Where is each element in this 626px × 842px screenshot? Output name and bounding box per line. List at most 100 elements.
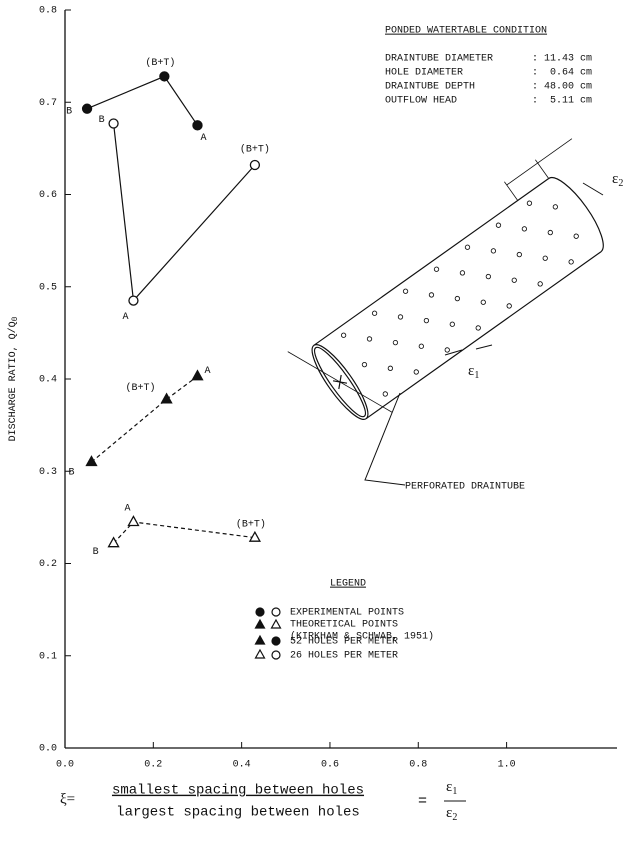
- point: [248, 530, 261, 542]
- y-tick-label: 0.8: [39, 6, 57, 17]
- condition-value: : 5.11 cm: [532, 96, 592, 107]
- hole: [464, 244, 471, 250]
- hole: [537, 281, 543, 287]
- point: [249, 159, 261, 171]
- formula-eps1: ε1: [446, 779, 457, 797]
- point: [85, 455, 98, 467]
- formula-denominator: largest spacing between holes: [116, 805, 360, 821]
- hole: [397, 314, 404, 320]
- series-line: [112, 123, 256, 302]
- legend-item: EXPERIMENTAL POINTS: [290, 608, 404, 619]
- hole: [516, 251, 522, 258]
- y-axis-label: DISCHARGE RATIO, Q/Q0: [7, 316, 20, 441]
- conditions: DRAINTUBE DIAMETER: 11.43 cm HOLE DIAMETE…: [385, 54, 592, 107]
- hole: [418, 343, 424, 349]
- point-label: (B+T): [126, 382, 156, 394]
- point-label: B: [99, 115, 105, 126]
- formula-eq: =: [418, 793, 427, 810]
- hole: [511, 277, 517, 283]
- eps1-sub: 1: [474, 370, 479, 381]
- hole: [521, 226, 528, 232]
- y-label-sub: 0: [11, 316, 20, 321]
- point-label: A: [204, 366, 210, 377]
- eps2: ε2: [612, 171, 623, 189]
- hole: [485, 273, 492, 280]
- y-label-main: DISCHARGE RATIO, Q/Q: [7, 321, 19, 441]
- hole: [542, 255, 548, 261]
- y-tick-label: 0.7: [39, 98, 57, 109]
- legend-item: (KIRKHAM & SCHWAB, 1951): [290, 631, 434, 643]
- hole: [433, 266, 440, 272]
- eps2-arrow: [582, 182, 604, 196]
- hole: [490, 248, 497, 254]
- point: [160, 392, 173, 404]
- hole: [495, 222, 502, 228]
- y-tick-label: 0.3: [39, 467, 57, 478]
- x-tick-label: 0.2: [144, 760, 162, 771]
- x-tick-label: 1.0: [498, 760, 516, 771]
- eps1: ε1: [468, 363, 479, 381]
- drain-tube: [287, 138, 604, 420]
- hole: [387, 365, 394, 371]
- condition-value: : 0.64 cm: [532, 68, 592, 79]
- eps2-sub: 2: [618, 178, 623, 189]
- hole: [573, 233, 579, 239]
- condition-label: OUTFLOW HEAD: [385, 96, 457, 107]
- hole: [371, 310, 378, 316]
- point-label: (B+T): [145, 57, 175, 69]
- point: [191, 369, 204, 381]
- tube-pointer: [364, 392, 406, 486]
- y-tick-label: 0.4: [39, 375, 57, 386]
- eps1-sym: ε: [468, 363, 474, 379]
- legend-title: LEGEND: [330, 579, 366, 590]
- hole: [480, 299, 486, 305]
- hole: [392, 339, 399, 346]
- x-tick-label: 0.4: [233, 760, 251, 771]
- legend-item: 52 HOLES PER METER: [290, 637, 398, 648]
- hole: [506, 303, 512, 309]
- hole: [428, 292, 435, 298]
- legend-item: THEORETICAL POINTS: [290, 620, 398, 631]
- f-eps2: ε: [446, 805, 452, 821]
- eps1-arrow-a: [444, 349, 463, 356]
- hole: [366, 336, 373, 342]
- condition-value: : 11.43 cm: [532, 54, 592, 65]
- condition-label: DRAINTUBE DEPTH: [385, 82, 475, 93]
- hole: [361, 361, 368, 368]
- point-label: A: [124, 504, 130, 515]
- tube-label: PERFORATED DRAINTUBE: [405, 482, 525, 493]
- condition-label: HOLE DIAMETER: [385, 68, 463, 79]
- legend-item: 26 HOLES PER METER: [290, 651, 398, 662]
- point: [159, 71, 170, 82]
- point: [127, 515, 140, 527]
- condition-value: : 48.00 cm: [532, 82, 592, 93]
- formula-lhs: ξ=: [60, 791, 75, 807]
- point-label: B: [66, 106, 72, 117]
- hole: [402, 288, 409, 294]
- hole: [340, 332, 347, 338]
- conditions-title: PONDED WATERTABLE CONDITION: [385, 26, 547, 37]
- hole: [449, 321, 455, 327]
- y-tick-label: 0.2: [39, 559, 57, 570]
- hole: [552, 204, 559, 210]
- x-tick-label: 0.6: [321, 760, 339, 771]
- hole: [459, 270, 466, 276]
- hole: [454, 295, 461, 302]
- point-label: A: [122, 312, 128, 323]
- point-label: B: [68, 468, 74, 479]
- y-tick-label: 0.6: [39, 190, 57, 201]
- f-eps1: ε: [446, 779, 452, 795]
- point: [81, 103, 93, 114]
- formula-eps2: ε2: [446, 805, 457, 823]
- point-label: A: [200, 133, 206, 144]
- hole: [423, 317, 430, 324]
- hole: [382, 391, 388, 397]
- y-tick-label: 0.5: [39, 282, 57, 293]
- y-tick-label: 0.0: [39, 744, 57, 755]
- formula-numerator: smallest spacing between holes: [112, 783, 364, 799]
- point-label: B: [93, 547, 99, 558]
- point: [108, 118, 119, 129]
- hole: [475, 325, 481, 331]
- hole: [413, 369, 419, 375]
